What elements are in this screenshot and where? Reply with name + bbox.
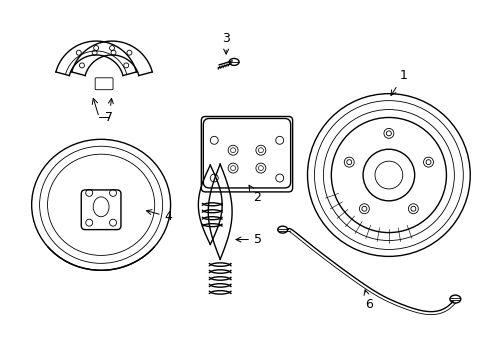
Text: 2: 2 [248, 185, 260, 204]
Text: 5: 5 [236, 233, 262, 246]
Text: 4: 4 [146, 210, 172, 223]
Text: 6: 6 [363, 290, 372, 311]
Text: 7: 7 [105, 99, 113, 124]
Text: 3: 3 [222, 32, 230, 54]
Text: 1: 1 [390, 69, 407, 95]
